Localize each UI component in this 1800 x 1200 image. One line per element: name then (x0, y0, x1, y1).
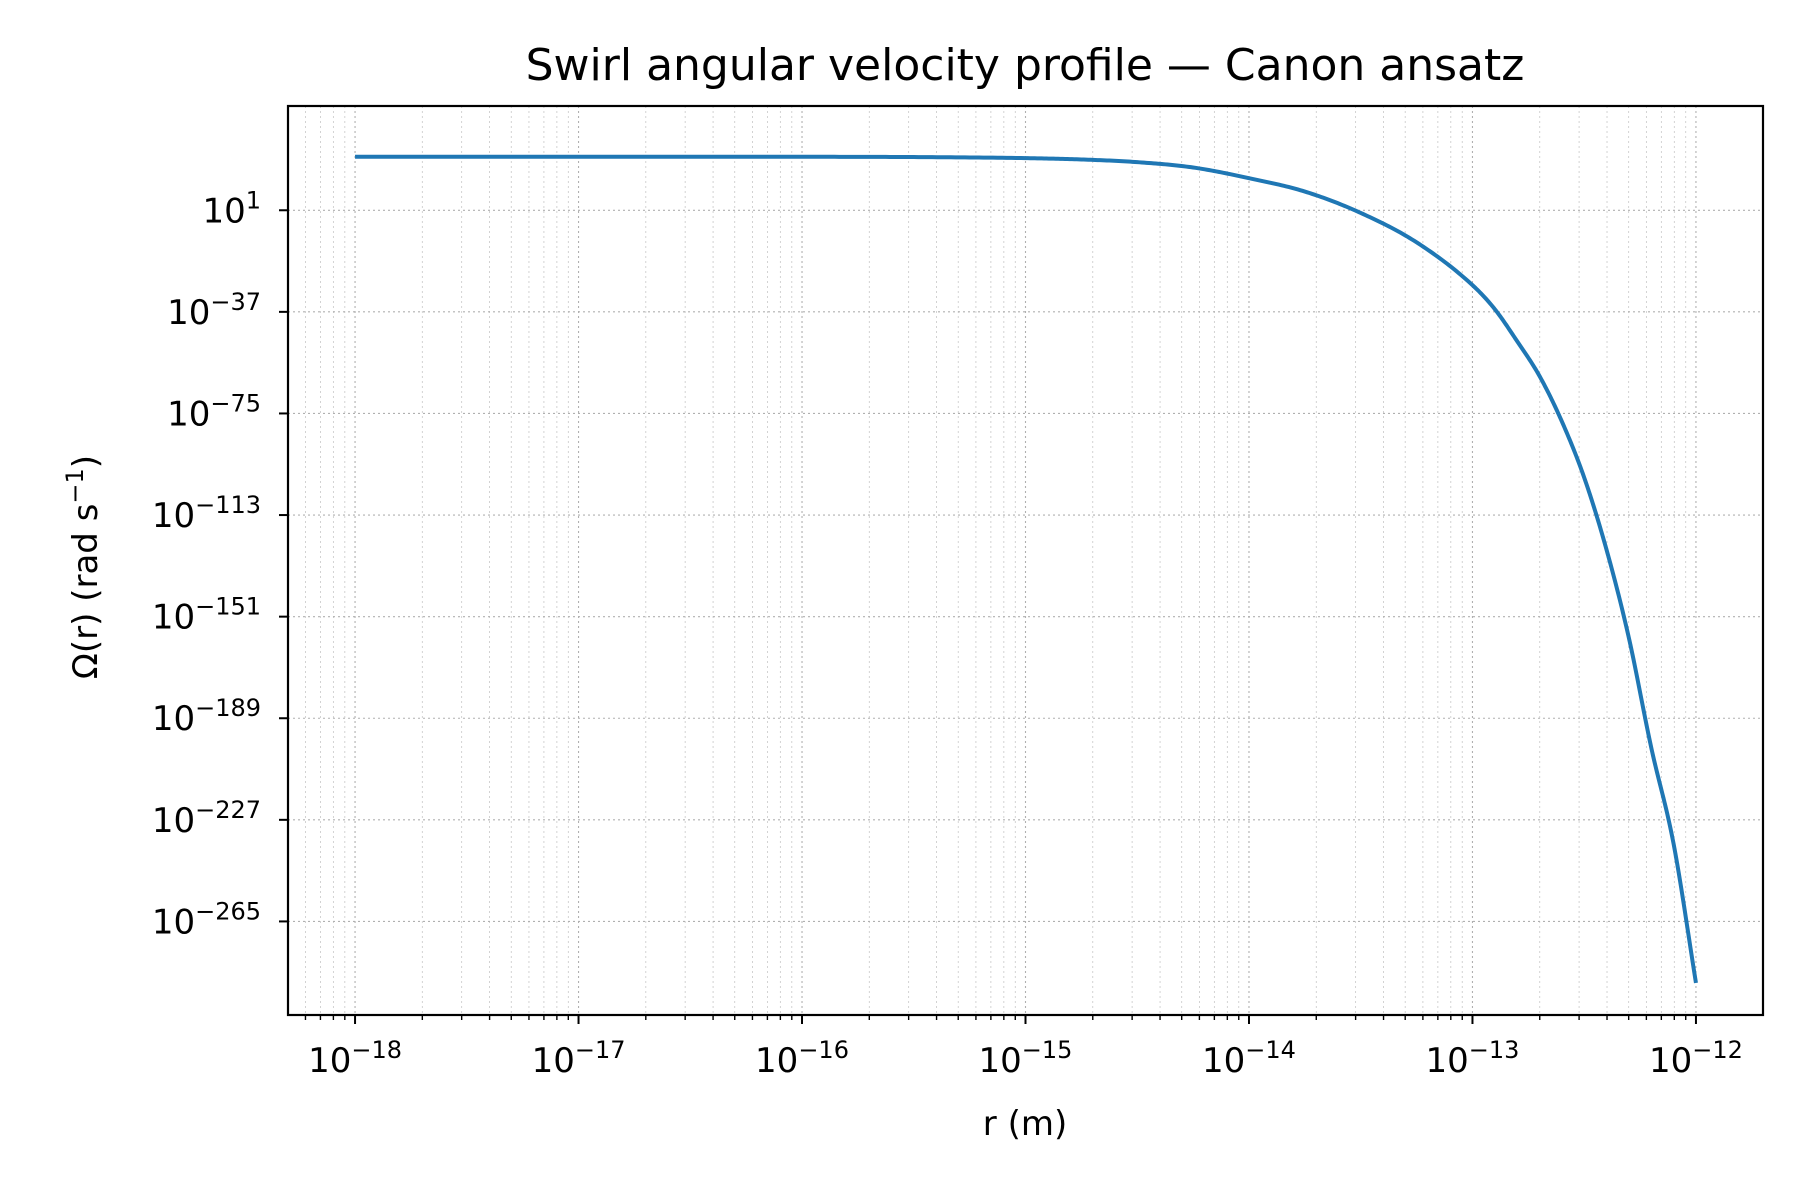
x-tick-label-exp: −17 (575, 1036, 626, 1064)
x-tick-label-base: 10 (1202, 1041, 1245, 1081)
y-axis-label-sup: −1 (61, 468, 89, 503)
x-tick-label-base: 10 (1426, 1041, 1469, 1081)
x-tick-label: 10−14 (1202, 1036, 1296, 1081)
y-tick-label-exp: −113 (195, 491, 261, 519)
grid (288, 106, 1763, 1015)
series-line (355, 154, 1698, 984)
x-tick-label-base: 10 (1649, 1041, 1692, 1081)
x-tick-label-exp: −12 (1692, 1036, 1743, 1064)
x-tick-label-exp: −16 (798, 1036, 849, 1064)
y-tick-label: 10−37 (167, 288, 261, 333)
y-tick-label-base: 10 (152, 496, 195, 536)
y-tick-label-base: 10 (167, 394, 210, 434)
y-tick-label-exp: 1 (246, 186, 261, 214)
y-tick-label-base: 10 (152, 902, 195, 942)
y-tick-label-base: 10 (152, 598, 195, 638)
x-tick-label-base: 10 (532, 1041, 575, 1081)
x-tick-label: 10−13 (1426, 1036, 1520, 1081)
y-tick-label: 10−265 (152, 897, 261, 942)
x-tick-label: 10−17 (532, 1036, 626, 1081)
x-tick-label: 10−16 (755, 1036, 849, 1081)
y-tick-label: 10−113 (152, 491, 261, 536)
x-tick-label-base: 10 (308, 1041, 351, 1081)
y-axis-label: Ω(r) (rad s−1) (61, 455, 106, 679)
y-tick-label: 101 (202, 186, 261, 231)
x-tick-label-base: 10 (979, 1041, 1022, 1081)
x-tick-label: 10−12 (1649, 1036, 1743, 1081)
x-tick-label-exp: −14 (1245, 1036, 1296, 1064)
y-tick-label-base: 10 (152, 699, 195, 739)
x-tick-label-exp: −18 (351, 1036, 402, 1064)
y-tick-label-exp: −265 (195, 897, 261, 925)
x-tick-label: 10−15 (979, 1036, 1073, 1081)
x-tick-label: 10−18 (308, 1036, 402, 1081)
y-tick-label-exp: −75 (210, 389, 261, 417)
y-tick-label-exp: −227 (195, 796, 261, 824)
y-axis-label-main: Ω(r) (rad s (66, 504, 106, 679)
y-tick-label: 10−227 (152, 796, 261, 841)
chart-title: Swirl angular velocity profile — Canon a… (526, 40, 1525, 91)
y-axis-label-close: ) (66, 455, 106, 468)
y-tick-label-base: 10 (167, 293, 210, 333)
x-tick-label-exp: −15 (1022, 1036, 1073, 1064)
y-tick-label-exp: −151 (195, 593, 261, 621)
x-axis-label: r (m) (983, 1104, 1067, 1144)
y-tick-label-exp: −37 (210, 288, 261, 316)
y-tick-label-base: 10 (152, 801, 195, 841)
y-tick-label-base: 10 (202, 191, 245, 231)
x-tick-label-base: 10 (755, 1041, 798, 1081)
y-tick-label: 10−189 (152, 694, 261, 739)
y-tick-label-exp: −189 (195, 694, 261, 722)
x-tick-label-exp: −13 (1469, 1036, 1520, 1064)
plot-frame (286, 104, 1765, 1017)
axes: 10−18 10−17 10−16 10−15 10−14 10−13 10−1210110… (152, 104, 1765, 1081)
plot-area (355, 154, 1698, 984)
y-tick-label: 10−151 (152, 593, 261, 638)
y-tick-label: 10−75 (167, 389, 261, 434)
